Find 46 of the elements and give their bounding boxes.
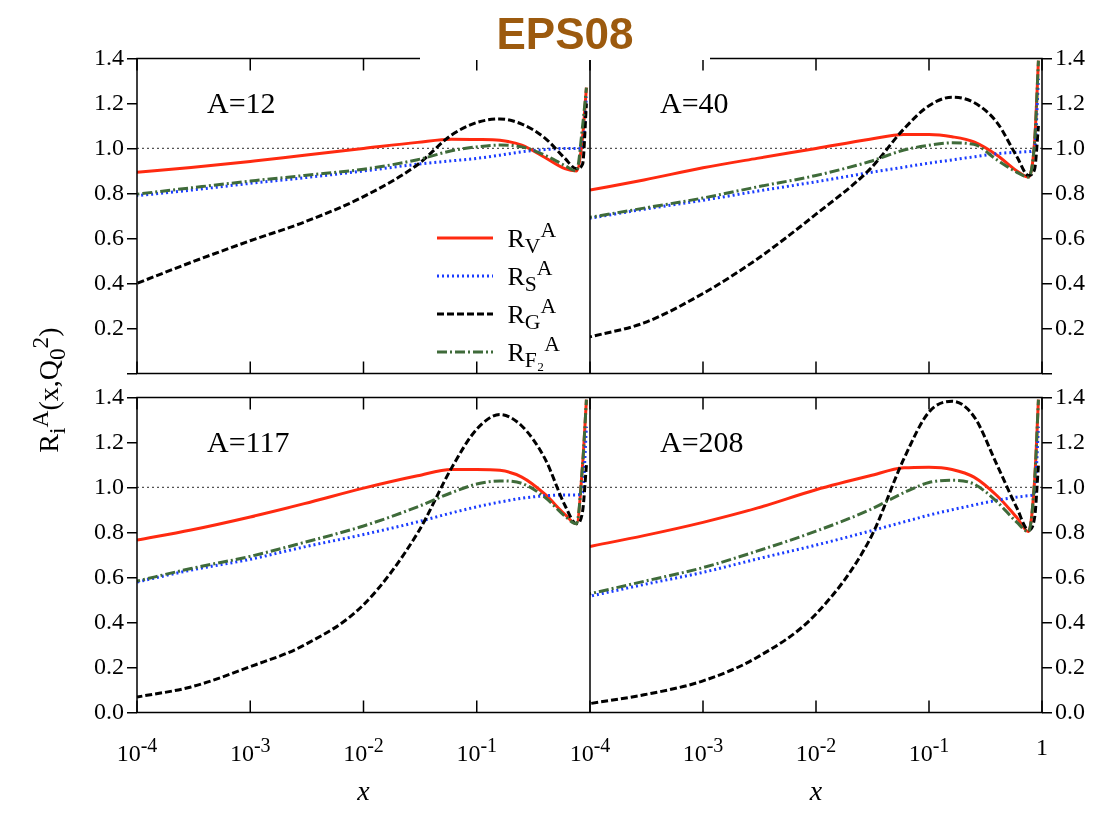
- annotation: A=40: [660, 86, 729, 120]
- x-axis-title: x: [808, 775, 824, 807]
- x-tick-label: 1: [1035, 734, 1049, 761]
- y-tick-label: 0.8: [1055, 178, 1085, 205]
- y-tick-label: 1.2: [1055, 88, 1085, 115]
- y-tick-label: 0.8: [94, 178, 124, 205]
- x-tick-label: 10$^{-3}$: [681, 734, 725, 767]
- y-tick-label: 0.2: [1055, 313, 1085, 340]
- y-tick-label: 0.2: [94, 652, 124, 679]
- y-tick-label: 0.0: [1055, 697, 1085, 724]
- y-tick-label: 1.0: [94, 133, 124, 160]
- y-tick-label: 1.4: [94, 382, 124, 409]
- y-tick-label: 0.6: [1055, 562, 1085, 589]
- y-tick-label: 0.4: [94, 607, 124, 634]
- y-tick-label: 0.4: [94, 268, 124, 295]
- y-tick-label: 0.6: [94, 223, 124, 250]
- y-tick-label: 1.0: [94, 472, 124, 499]
- y-tick-label: 0.6: [94, 562, 124, 589]
- y-tick-label: 0.0: [94, 697, 124, 724]
- y-tick-label: 0.2: [94, 313, 124, 340]
- y-tick-label: 1.0: [1055, 472, 1085, 499]
- y-tick-label: 1.2: [1055, 427, 1085, 454]
- x-tick-label: 10$^{-4}$: [115, 734, 159, 767]
- x-tick-label: 10$^{-4}$: [568, 734, 612, 767]
- x-tick-label: 10$^{-1}$: [455, 734, 499, 767]
- chart-title: EPS08: [420, 8, 710, 60]
- y-tick-label: 1.4: [1055, 382, 1085, 409]
- y-tick-label: 1.2: [94, 88, 124, 115]
- x-tick-label: 10$^{-2}$: [342, 734, 385, 767]
- annotation: A=117: [207, 425, 290, 459]
- x-axis-title: x: [356, 775, 371, 807]
- y-tick-label: 0.8: [94, 517, 124, 544]
- annotation: A=12: [207, 86, 276, 120]
- y-tick-label: 0.8: [1055, 517, 1085, 544]
- annotation: A=208: [660, 425, 744, 459]
- y-tick-label: 0.4: [1055, 268, 1085, 295]
- y-tick-label: 1.4: [1055, 43, 1085, 70]
- x-tick-label: 10$^{-1}$: [907, 734, 951, 767]
- y-tick-label: 1.2: [94, 427, 124, 454]
- y-tick-label: 0.2: [1055, 652, 1085, 679]
- y-tick-label: 0.6: [1055, 223, 1085, 250]
- y-tick-label: 1.0: [1055, 133, 1085, 160]
- y-tick-label: 1.4: [94, 43, 124, 70]
- y-tick-label: 0.4: [1055, 607, 1085, 634]
- x-tick-label: 10$^{-2}$: [794, 734, 838, 767]
- x-tick-label: 10$^{-3}$: [228, 734, 272, 767]
